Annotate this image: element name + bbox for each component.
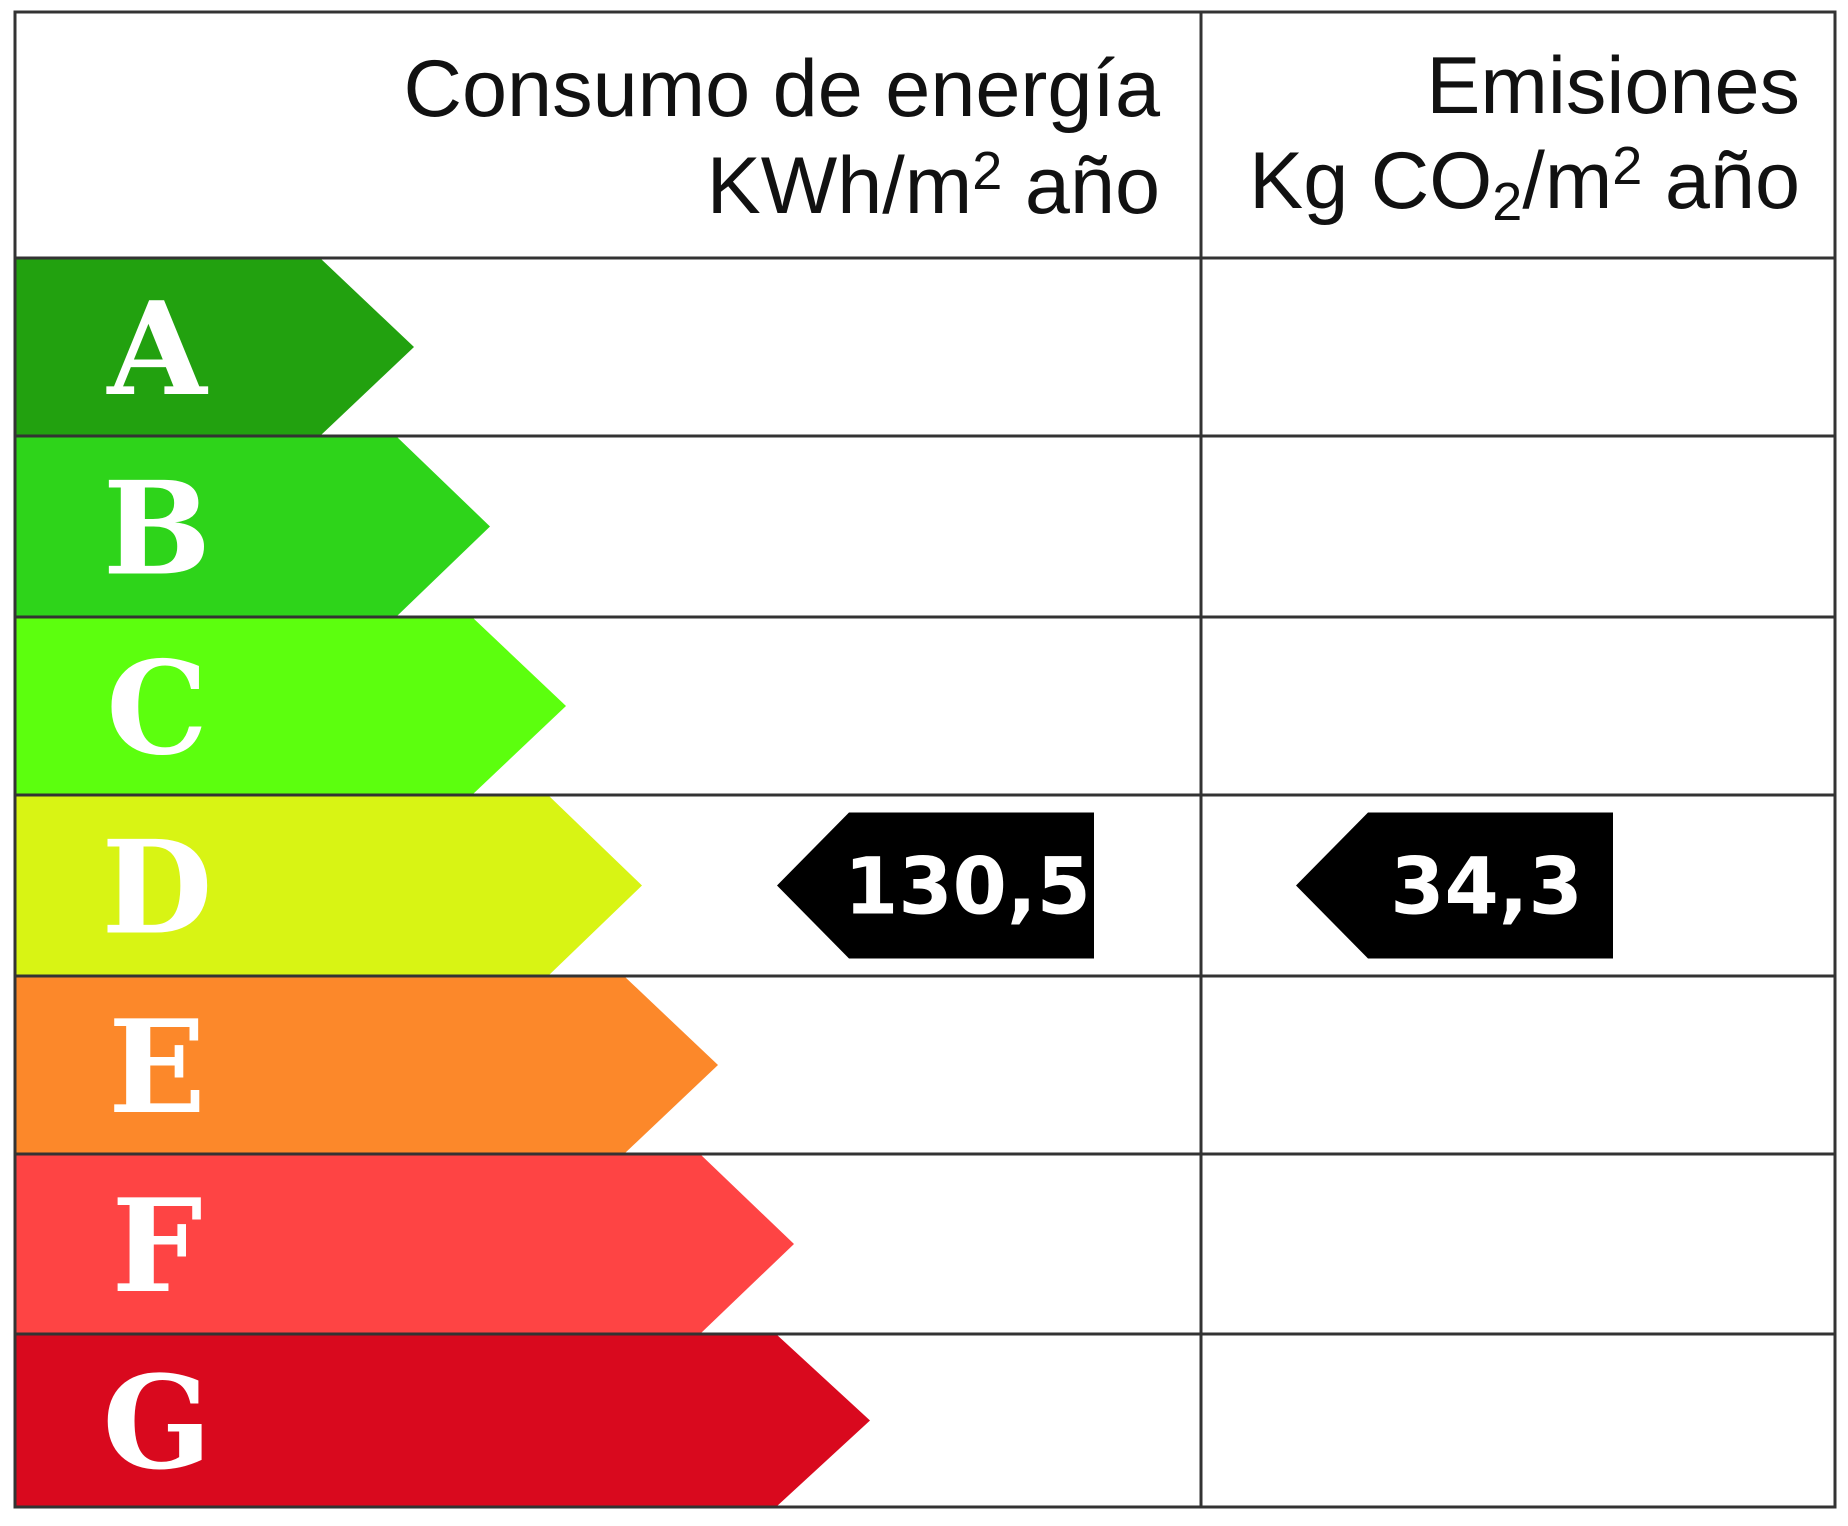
- class-letter-g: G: [102, 1349, 211, 1499]
- class-arrow-b: [15, 436, 490, 617]
- header: Consumo de energía KWh/m2 año Emisiones …: [404, 41, 1801, 232]
- table-border: [13, 10, 1837, 1509]
- rating-markers: 130,5 34,3: [777, 812, 1613, 959]
- energy-rating-marker: [777, 812, 1094, 959]
- class-arrow-e: [15, 976, 718, 1154]
- table-grid: [13, 10, 1837, 1509]
- class-arrow-d: [15, 795, 642, 976]
- class-letter-e: E: [108, 993, 206, 1143]
- class-letter-c: C: [106, 634, 208, 784]
- class-arrow-f: [15, 1154, 794, 1334]
- class-letter-f: F: [112, 1172, 203, 1322]
- emissions-unit-main: Kg CO: [1249, 136, 1492, 226]
- energy-rating-value: 130,5: [844, 843, 1091, 933]
- energy-unit-tail: año: [1002, 141, 1160, 231]
- class-arrow-c: [15, 617, 566, 795]
- emissions-unit-mid: /m: [1522, 136, 1612, 226]
- class-letter-d: D: [102, 814, 213, 964]
- emissions-unit-sub: 2: [1492, 172, 1522, 232]
- class-letter-b: B: [103, 455, 211, 605]
- class-letter-a: A: [106, 275, 208, 425]
- class-arrow-a: [15, 258, 414, 436]
- emissions-unit-sup: 2: [1612, 136, 1642, 196]
- energy-unit-main: KWh/m: [707, 141, 973, 231]
- emissions-rating-marker: [1296, 812, 1613, 959]
- emissions-rating-value: 34,3: [1390, 843, 1582, 933]
- energy-unit-sup: 2: [972, 141, 1002, 201]
- energy-header-unit: KWh/m2 año: [707, 141, 1160, 231]
- energy-header-title: Consumo de energía: [404, 44, 1161, 134]
- emissions-header-title: Emisiones: [1426, 41, 1800, 131]
- class-arrow-g: [15, 1334, 870, 1507]
- emissions-header-unit: Kg CO2/m2 año: [1249, 136, 1800, 232]
- emissions-unit-tail: año: [1642, 136, 1800, 226]
